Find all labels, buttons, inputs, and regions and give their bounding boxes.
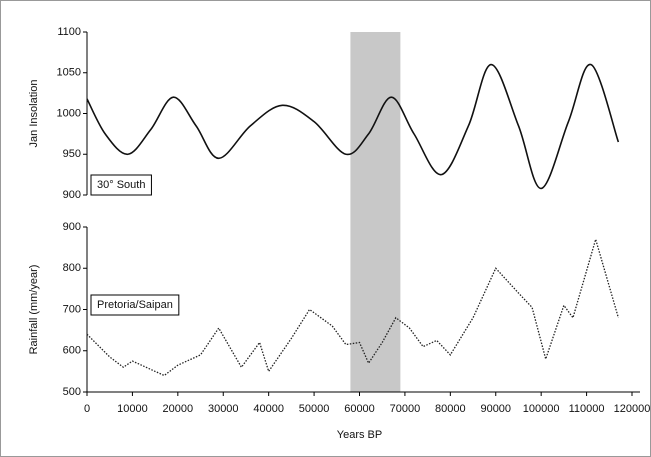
series-line [86, 63, 620, 190]
y-tick-label: 1050 [57, 67, 81, 79]
x-tick-label: 0 [84, 403, 90, 415]
x-tick-label: 70000 [390, 403, 421, 415]
y-axis-label: Rainfall (mm/year) [28, 265, 40, 355]
x-tick-label: 30000 [208, 403, 239, 415]
y-tick-label: 700 [63, 303, 81, 315]
x-tick-label: 90000 [480, 403, 511, 415]
y-tick-label: 800 [63, 262, 81, 274]
x-tick-label: 10000 [117, 403, 148, 415]
legend-box [90, 174, 152, 196]
legend-label: Pretoria/Saipan [97, 299, 173, 311]
y-tick-label: 600 [63, 345, 81, 357]
x-tick-label: 110000 [569, 403, 605, 415]
x-tick-label: 20000 [163, 403, 194, 415]
y-tick-label: 950 [63, 148, 81, 160]
y-tick-label: 500 [63, 386, 81, 398]
x-tick-label: 60000 [344, 403, 375, 415]
x-axis-label: Years BP [337, 429, 382, 441]
series-line [86, 237, 619, 377]
legend-box [90, 294, 180, 316]
x-tick-label: 80000 [435, 403, 466, 415]
y-tick-label: 1000 [57, 107, 81, 119]
x-tick-label: 40000 [253, 403, 284, 415]
legend-label: 30° South [97, 179, 145, 191]
highlight-band [350, 32, 401, 392]
x-tick-label: 120000 [614, 403, 651, 415]
x-tick-label: 50000 [299, 403, 330, 415]
y-axis-label: Jan Insolation [28, 80, 40, 148]
y-tick-label: 900 [63, 189, 81, 201]
y-tick-label: 900 [63, 221, 81, 233]
x-tick-label: 100000 [523, 403, 560, 415]
y-tick-label: 1100 [57, 26, 81, 38]
